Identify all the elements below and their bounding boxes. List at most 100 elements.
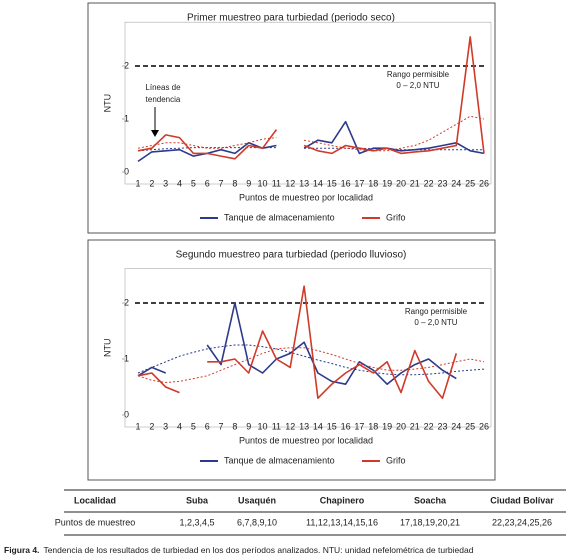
x-tick-label: 23 bbox=[437, 421, 447, 431]
caption: Figura 4. Tendencia de los resultados de … bbox=[4, 545, 474, 555]
x-tick-label: 16 bbox=[341, 421, 351, 431]
x-tick-label: 19 bbox=[382, 421, 392, 431]
table-header: Suba bbox=[186, 495, 209, 505]
x-tick-label: 4 bbox=[177, 178, 182, 188]
y-tick-label: 2 bbox=[124, 297, 129, 307]
x-tick-label: 1 bbox=[135, 421, 140, 431]
table-header: Chapinero bbox=[320, 495, 365, 505]
series-line bbox=[303, 36, 485, 155]
y-tick-label: 1 bbox=[124, 113, 129, 123]
x-tick-label: 23 bbox=[437, 178, 447, 188]
x-tick-label: 13 bbox=[299, 178, 309, 188]
x-tick-label: 15 bbox=[327, 178, 337, 188]
x-tick-label: 11 bbox=[272, 178, 281, 188]
table-cell: 17,18,19,20,21 bbox=[400, 517, 460, 527]
table-header: Usaquén bbox=[238, 495, 276, 505]
x-tick-label: 7 bbox=[219, 421, 224, 431]
chart-title: Segundo muestreo para turbiedad (periodo… bbox=[176, 250, 407, 261]
series-line bbox=[137, 372, 180, 394]
x-tick-label: 3 bbox=[163, 178, 168, 188]
series-line bbox=[137, 366, 166, 377]
x-tick-label: 11 bbox=[272, 421, 281, 431]
x-tick-label: 19 bbox=[382, 178, 392, 188]
x-tick-label: 22 bbox=[424, 178, 434, 188]
x-tick-label: 14 bbox=[313, 178, 323, 188]
chart-frame bbox=[87, 2, 496, 234]
x-tick-label: 2 bbox=[149, 178, 154, 188]
x-tick-label: 21 bbox=[410, 178, 420, 188]
y-tick-label: 0 bbox=[124, 166, 129, 176]
x-tick-label: 18 bbox=[368, 421, 378, 431]
table-cell: 11,12,13,14,15,16 bbox=[306, 517, 378, 527]
x-tick-label: 10 bbox=[258, 178, 268, 188]
x-tick-label: 5 bbox=[191, 178, 196, 188]
series-line bbox=[206, 302, 457, 385]
plot-frame bbox=[124, 268, 492, 428]
x-tick-label: 26 bbox=[479, 421, 489, 431]
series-line bbox=[137, 142, 277, 163]
y-axis-title: NTU bbox=[102, 339, 112, 358]
y-axis-title: NTU bbox=[102, 94, 112, 113]
trend-line bbox=[137, 137, 277, 149]
series-line bbox=[207, 285, 458, 399]
chart-frame bbox=[87, 239, 496, 481]
trend-line bbox=[137, 344, 485, 376]
annotation: Líneas de bbox=[145, 83, 181, 92]
y-tick-label: 2 bbox=[124, 60, 129, 70]
y-tick-label: 1 bbox=[124, 353, 129, 363]
x-tick-label: 5 bbox=[191, 421, 196, 431]
plot-frame bbox=[124, 21, 492, 185]
x-axis-title: Puntos de muestreo por localidad bbox=[239, 192, 373, 202]
caption-label: Figura 4. bbox=[4, 545, 39, 555]
x-tick-label: 12 bbox=[285, 421, 295, 431]
table-cell: 1,2,3,4,5 bbox=[179, 517, 214, 527]
table-cell: 22,23,24,25,26 bbox=[492, 517, 552, 527]
table-header: Soacha bbox=[414, 495, 447, 505]
trend-line bbox=[137, 347, 485, 383]
x-tick-label: 14 bbox=[313, 421, 323, 431]
legend-label: Tanque de almacenamiento bbox=[224, 212, 335, 222]
table-cell: 6,7,8,9,10 bbox=[237, 517, 277, 527]
annotation: Rango permisible bbox=[405, 307, 468, 316]
x-tick-label: 15 bbox=[327, 421, 337, 431]
x-tick-label: 10 bbox=[258, 421, 268, 431]
x-tick-label: 9 bbox=[246, 178, 251, 188]
x-tick-label: 25 bbox=[465, 421, 475, 431]
x-tick-label: 20 bbox=[396, 421, 406, 431]
x-tick-label: 8 bbox=[232, 421, 237, 431]
x-tick-label: 2 bbox=[149, 421, 154, 431]
trend-line bbox=[304, 115, 485, 152]
x-tick-label: 17 bbox=[354, 178, 364, 188]
x-tick-label: 9 bbox=[246, 421, 251, 431]
trend-line bbox=[137, 147, 277, 152]
x-tick-label: 4 bbox=[177, 421, 182, 431]
annotation: 0 – 2,0 NTU bbox=[414, 318, 457, 327]
x-tick-label: 6 bbox=[205, 421, 210, 431]
x-tick-label: 20 bbox=[396, 178, 406, 188]
arrow-head bbox=[151, 130, 159, 137]
x-tick-label: 25 bbox=[465, 178, 475, 188]
annotation: 0 – 2,0 NTU bbox=[396, 81, 439, 90]
series-line bbox=[137, 129, 278, 160]
legend-label: Grifo bbox=[386, 212, 406, 222]
chart-title: Primer muestreo para turbiedad (periodo … bbox=[187, 13, 395, 24]
series-line bbox=[303, 120, 485, 155]
x-tick-label: 16 bbox=[341, 178, 351, 188]
annotation: Rango permisible bbox=[387, 70, 450, 79]
x-axis-title: Puntos de muestreo por localidad bbox=[239, 435, 373, 445]
caption-text: Tendencia de los resultados de turbiedad… bbox=[43, 545, 473, 555]
x-tick-label: 24 bbox=[451, 421, 461, 431]
legend-label: Grifo bbox=[386, 455, 406, 465]
x-tick-label: 7 bbox=[219, 178, 224, 188]
table-header: Ciudad Bolívar bbox=[490, 495, 554, 505]
x-tick-label: 26 bbox=[479, 178, 489, 188]
x-tick-label: 8 bbox=[232, 178, 237, 188]
legend-label: Tanque de almacenamiento bbox=[224, 455, 335, 465]
x-tick-label: 24 bbox=[451, 178, 461, 188]
x-tick-label: 1 bbox=[135, 178, 140, 188]
table-header: Localidad bbox=[74, 495, 116, 505]
x-tick-label: 6 bbox=[205, 178, 210, 188]
x-tick-label: 18 bbox=[368, 178, 378, 188]
x-tick-label: 22 bbox=[424, 421, 434, 431]
